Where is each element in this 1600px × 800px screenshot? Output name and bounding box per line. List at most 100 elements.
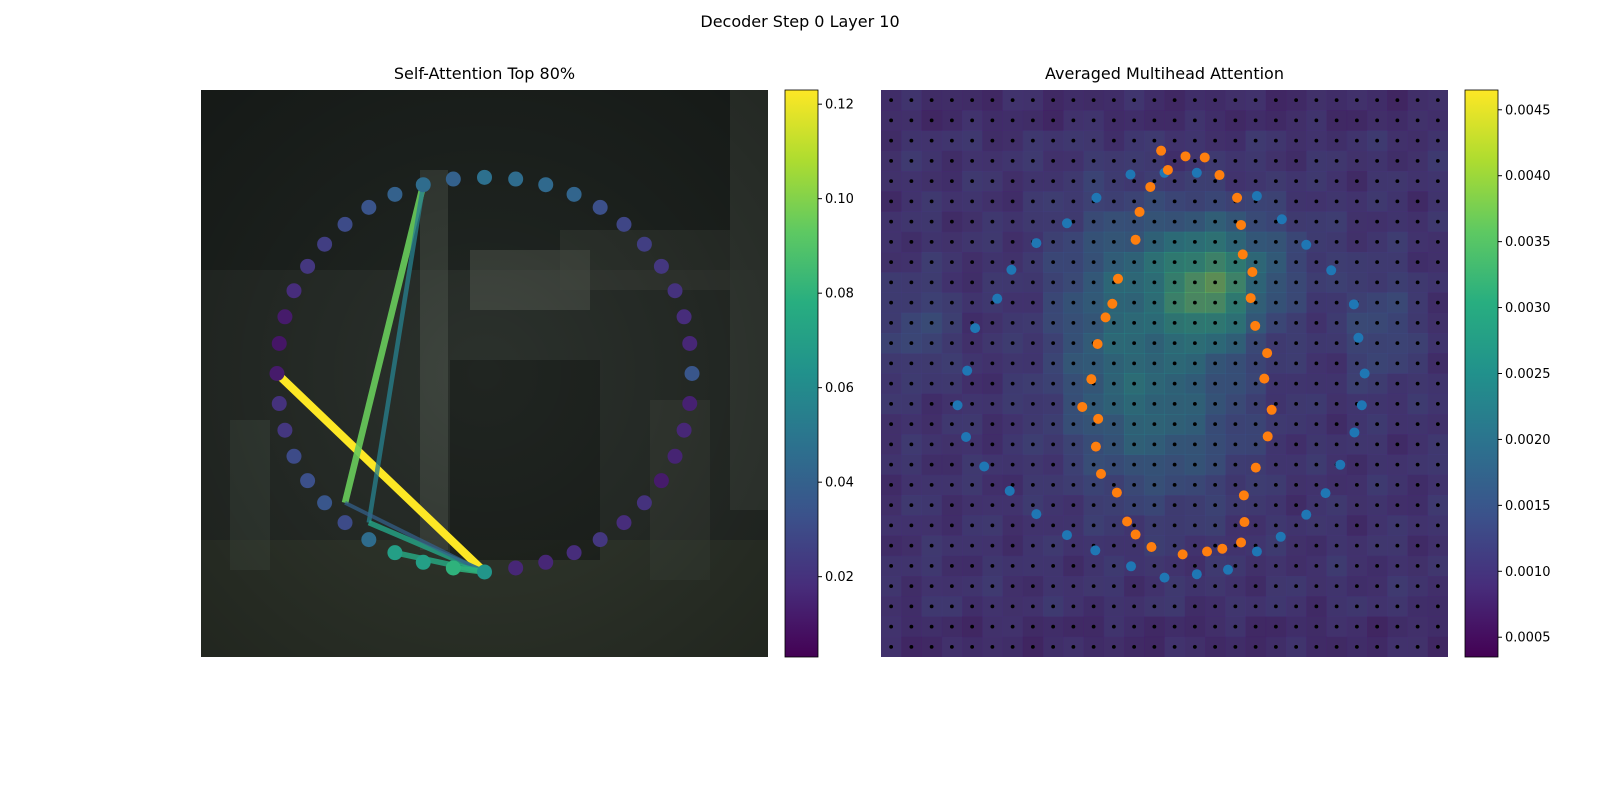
grid-point xyxy=(909,219,914,224)
grid-point xyxy=(1192,563,1197,568)
grid-point xyxy=(1051,219,1056,224)
contour-point xyxy=(592,199,608,215)
grid-point xyxy=(929,341,934,346)
grid-point xyxy=(1334,199,1339,204)
grid-point xyxy=(1334,523,1339,528)
grid-point xyxy=(1051,442,1056,447)
grid-point xyxy=(1435,320,1440,325)
grid-point xyxy=(1091,320,1096,325)
grid-point xyxy=(1233,584,1238,589)
grid-point xyxy=(929,260,934,265)
grid-point xyxy=(1273,361,1278,366)
grid-point xyxy=(1091,401,1096,406)
grid-point xyxy=(1091,422,1096,427)
grid-point xyxy=(1233,341,1238,346)
grid-point xyxy=(1051,462,1056,467)
grid-point xyxy=(1091,584,1096,589)
grid-point xyxy=(970,401,975,406)
attention-line xyxy=(366,184,426,523)
grid-point xyxy=(990,644,995,649)
averaged-attention-panel xyxy=(881,90,1448,657)
grid-point xyxy=(889,199,894,204)
grid-point xyxy=(1071,503,1076,508)
grid-point xyxy=(1354,604,1359,609)
grid-point xyxy=(1354,199,1359,204)
grid-point xyxy=(1213,442,1218,447)
blue-point xyxy=(1191,569,1202,580)
contour-point xyxy=(271,396,287,412)
grid-point xyxy=(1415,604,1420,609)
orange-point xyxy=(1177,549,1188,560)
grid-point xyxy=(1395,604,1400,609)
contour-point xyxy=(684,366,700,381)
contour-point xyxy=(676,422,692,438)
grid-point xyxy=(1111,320,1116,325)
grid-point xyxy=(1415,280,1420,285)
blue-point xyxy=(1031,509,1042,520)
grid-point xyxy=(1253,584,1258,589)
grid-point xyxy=(909,624,914,629)
grid-point xyxy=(990,543,995,548)
grid-point xyxy=(889,341,894,346)
grid-point xyxy=(970,422,975,427)
grid-point xyxy=(1010,138,1015,143)
grid-point xyxy=(1192,523,1197,528)
grid-point xyxy=(990,199,995,204)
grid-point xyxy=(1172,118,1177,123)
grid-point xyxy=(1030,280,1035,285)
grid-point xyxy=(1192,442,1197,447)
grid-point xyxy=(1051,381,1056,386)
grid-point xyxy=(1273,179,1278,184)
blue-point xyxy=(1353,332,1364,343)
grid-point xyxy=(1213,239,1218,244)
grid-point xyxy=(1152,482,1157,487)
grid-point xyxy=(990,503,995,508)
grid-point xyxy=(1395,584,1400,589)
grid-point xyxy=(1253,361,1258,366)
grid-point xyxy=(1314,442,1319,447)
orange-point xyxy=(1090,441,1101,452)
grid-point xyxy=(1192,118,1197,123)
grid-point xyxy=(949,158,954,163)
orange-point xyxy=(1262,431,1273,442)
grid-point xyxy=(1273,280,1278,285)
grid-point xyxy=(1354,482,1359,487)
grid-point xyxy=(1192,361,1197,366)
grid-point xyxy=(1152,361,1157,366)
grid-point xyxy=(1091,260,1096,265)
grid-point xyxy=(889,442,894,447)
grid-point xyxy=(990,179,995,184)
grid-point xyxy=(1132,381,1137,386)
grid-point xyxy=(889,280,894,285)
grid-point xyxy=(929,543,934,548)
blue-point xyxy=(961,432,972,443)
grid-point xyxy=(1314,158,1319,163)
orange-point xyxy=(1202,546,1213,557)
grid-point xyxy=(1233,442,1238,447)
grid-point xyxy=(1192,341,1197,346)
grid-point xyxy=(1051,624,1056,629)
grid-point xyxy=(990,401,995,406)
grid-point xyxy=(909,239,914,244)
grid-point xyxy=(1354,179,1359,184)
grid-point xyxy=(1273,543,1278,548)
grid-point xyxy=(909,604,914,609)
grid-point xyxy=(1132,462,1137,467)
grid-point xyxy=(1010,320,1015,325)
grid-point xyxy=(1172,320,1177,325)
grid-point xyxy=(1192,381,1197,386)
grid-point xyxy=(1152,179,1157,184)
grid-point xyxy=(1010,543,1015,548)
grid-point xyxy=(1435,482,1440,487)
grid-point xyxy=(1071,300,1076,305)
grid-point xyxy=(1213,260,1218,265)
grid-point xyxy=(1314,138,1319,143)
grid-point xyxy=(1172,503,1177,508)
grid-point xyxy=(1273,300,1278,305)
grid-point xyxy=(1051,320,1056,325)
grid-point xyxy=(1334,179,1339,184)
attention-line xyxy=(274,370,488,575)
orange-point xyxy=(1262,348,1273,359)
grid-point xyxy=(1435,462,1440,467)
grid-point xyxy=(889,563,894,568)
